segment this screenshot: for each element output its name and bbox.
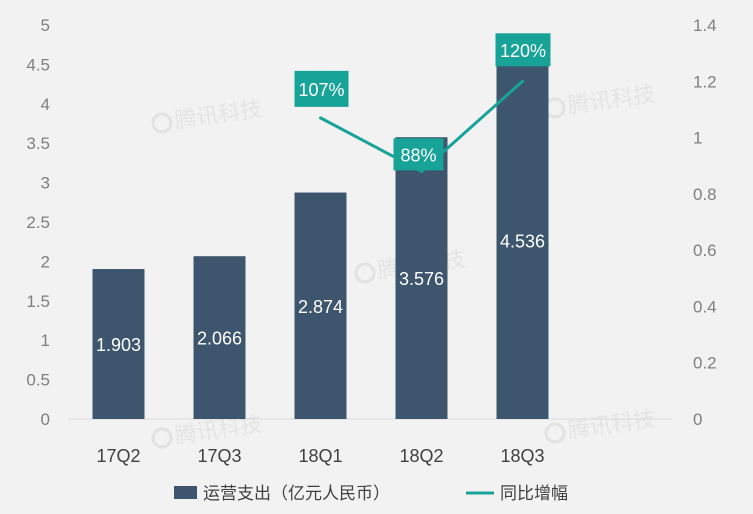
bars-layer: 1.903 2.066 2.874 3.576 4.536 [92,61,549,420]
legend-line-label: 同比增幅 [500,484,568,504]
bar-data-label: 4.536 [500,231,545,251]
bar-data-label: 2.874 [298,297,343,317]
bar-data-label: 3.576 [399,269,444,289]
y-right-tick-label: 1.4 [693,16,717,35]
line-point [319,116,322,120]
legend: 运营支出（亿元人民币） 同比增幅 [174,484,568,504]
bar [294,192,347,419]
bar [496,61,549,419]
bar-data-label: 1.903 [96,335,141,355]
x-tick-label: 17Q3 [197,446,241,466]
watermark-logo-icon [151,427,173,449]
axes-layer: 0 0.5 1 1.5 2 2.5 3 3.5 4 4.5 5 0 0.2 0.4 0.6 0.8 1 1.2 1.… [26,16,716,466]
y-right-tick-label: 0 [693,410,702,429]
line-point [521,79,524,83]
watermark-text: 腾讯科技 [566,407,657,444]
watermark: 腾讯科技 [544,82,657,119]
line-data-label: 88% [400,145,436,165]
y-left-tick-label: 0 [41,410,50,429]
x-tick-label: 18Q1 [298,446,342,466]
y-right-tick-label: 1.2 [693,72,717,91]
legend-bar-label: 运营支出（亿元人民币） [203,484,390,504]
line-data-label-box [393,138,444,171]
bar-data-label: 2.066 [197,329,242,349]
x-tick-label: 18Q2 [399,446,443,466]
line-data-label: 107% [298,80,344,100]
x-tick-label: 18Q3 [500,446,544,466]
y-left-tick-label: 4 [41,95,50,114]
watermark-logo-icon [354,262,376,284]
y-left-tick-label: 4.5 [26,55,50,74]
y-left-tick-label: 2.5 [26,213,50,232]
y-left-tick-label: 3 [41,174,50,193]
bar [92,269,145,419]
line-data-label-box [294,70,349,107]
bar [395,137,448,420]
x-tick-label: 17Q2 [96,446,140,466]
watermark: 腾讯科技 [544,407,657,444]
y-left-tick-label: 2 [41,252,50,271]
y-left-tick-label: 3.5 [26,134,50,153]
y-right-tick-label: 1 [693,129,702,148]
watermark: 腾讯科技 [151,97,264,134]
y-left-tick-label: 0.5 [26,371,50,390]
legend-bar-swatch [174,486,197,499]
watermark-text: 腾讯科技 [173,97,264,134]
y-right-tick-label: 0.4 [693,297,717,316]
line-point [420,169,423,173]
y-left-tick-label: 1 [41,331,50,350]
watermark-logo-icon [151,112,173,134]
bar [193,256,246,419]
y-right-tick-label: 0.8 [693,185,717,204]
watermark-logo-icon [544,422,566,444]
y-right-tick-label: 0.2 [693,354,717,373]
line-layer: 107% 88% 120% [294,33,551,173]
y-right-tick-label: 0.6 [693,241,717,260]
watermark-text: 腾讯科技 [566,82,657,119]
y-left-tick-label: 1.5 [26,292,50,311]
y-left-tick-label: 5 [41,16,50,35]
line-data-label-box [495,33,551,67]
watermark-logo-icon [544,97,566,119]
line-data-label: 120% [500,41,546,61]
